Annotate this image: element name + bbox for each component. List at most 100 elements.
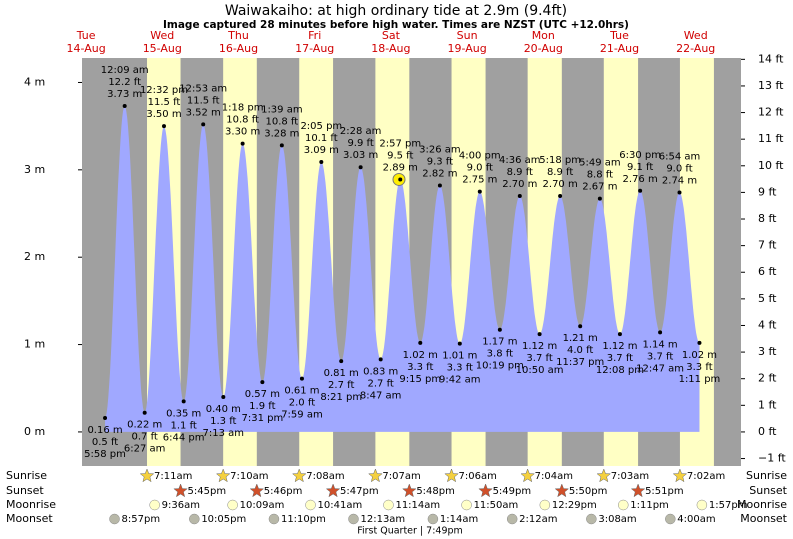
tide-label: 1.1 ft: [170, 420, 196, 431]
event-icon: [596, 468, 612, 483]
tide-point: [497, 327, 502, 332]
weekday-label: Thu: [227, 29, 249, 42]
y-tick-label: 0 m: [24, 425, 45, 438]
tide-label: 3.30 m: [225, 127, 260, 138]
tide-label: 1.02 m: [403, 350, 438, 361]
tide-label: 10.8 ft: [226, 115, 259, 126]
tide-label: 2:57 pm: [379, 138, 421, 149]
tide-label: 2:28 am: [340, 126, 382, 137]
tide-label: 1:18 pm: [222, 103, 264, 114]
row-label: Sunrise: [746, 469, 787, 482]
weekday-label: Sat: [382, 29, 401, 42]
tide-point: [161, 124, 166, 129]
tide-label: 1.9 ft: [249, 401, 275, 412]
event-time: 1:57pm: [709, 500, 748, 511]
event-icon: [348, 513, 359, 525]
tide-label: 0.16 m: [87, 425, 122, 436]
event-icon: [672, 468, 688, 483]
tide-label: 0.81 m: [324, 368, 359, 379]
tide-point: [617, 332, 622, 337]
y2-tick-label: 12 ft: [758, 106, 784, 119]
tide-label: 1.17 m: [482, 337, 517, 348]
tide-label: 0.61 m: [284, 386, 319, 397]
tide-label: 2.0 ft: [289, 398, 315, 409]
event-time: 8:57pm: [122, 514, 161, 525]
y-tick-label: 3 m: [24, 163, 45, 176]
tide-label: 9.0 ft: [467, 163, 493, 174]
tide-point: [142, 410, 147, 415]
tide-point: [437, 183, 442, 188]
y2-tick-label: 7 ft: [758, 239, 777, 252]
row-label: Moonrise: [6, 498, 56, 511]
tide-point: [578, 324, 583, 329]
y-tick-label: 2 m: [24, 250, 45, 263]
weekday-label: Wed: [150, 29, 174, 42]
tide-label: 1.14 m: [642, 339, 677, 350]
event-time: 7:07am: [382, 471, 420, 482]
tide-label: 1.12 m: [522, 341, 557, 352]
date-label: 19-Aug: [447, 42, 486, 55]
tide-label: 1:39 am: [261, 104, 303, 115]
tide-point: [658, 330, 663, 335]
event-time: 11:10pm: [281, 514, 326, 525]
event-time: 5:47pm: [340, 486, 379, 497]
tide-label: 1.3 ft: [210, 416, 236, 427]
tide-point: [697, 340, 702, 345]
tide-label: 1:11 pm: [679, 374, 721, 385]
tide-label: 1.02 m: [682, 350, 717, 361]
tide-label: 0.5 ft: [92, 437, 118, 448]
event-time: 5:48pm: [416, 486, 455, 497]
event-icon: [249, 483, 265, 498]
tide-label: 5:58 pm: [84, 449, 126, 460]
tide-label: 1.01 m: [442, 351, 477, 362]
chart-title: Waiwakaiho: at high ordinary tide at 2.9…: [225, 3, 567, 19]
tide-label: 0.57 m: [245, 389, 280, 400]
event-time: 1:11pm: [630, 500, 669, 511]
y2-tick-label: 1 ft: [758, 398, 777, 411]
tide-point: [477, 189, 482, 194]
event-time: 7:08am: [306, 471, 344, 482]
tide-point: [378, 357, 383, 362]
tide-label: 2.70 m: [543, 179, 578, 190]
y-tick-label: 1 m: [24, 338, 45, 351]
event-time: 5:50pm: [569, 486, 608, 497]
date-label: 22-Aug: [676, 42, 715, 55]
tide-label: 10.1 ft: [305, 133, 338, 144]
tide-point: [319, 159, 324, 164]
tide-label: 2.7 ft: [328, 380, 354, 391]
tide-label: 8:21 pm: [320, 392, 362, 403]
weekday-label: Sun: [457, 29, 478, 42]
tide-label: 10:19 pm: [476, 361, 524, 372]
tide-label: 4:36 am: [499, 155, 541, 166]
event-icon: [539, 499, 551, 511]
tide-point: [339, 359, 344, 364]
y2-tick-label: −1 ft: [758, 452, 786, 465]
event-icon: [109, 513, 120, 525]
tide-point: [299, 376, 304, 381]
tide-label: 2.67 m: [582, 182, 617, 193]
row-label: Moonset: [740, 512, 787, 525]
tide-label: 5:18 pm: [539, 155, 581, 166]
tide-label: 6:30 pm: [619, 150, 661, 161]
event-icon: [444, 468, 459, 483]
tide-label: 7:59 am: [281, 410, 323, 421]
moon-phase: First Quarter | 7:49pm: [357, 526, 463, 537]
event-time: 5:45pm: [188, 486, 227, 497]
tide-label: 3.3 ft: [447, 363, 473, 374]
y2-tick-label: 10 ft: [758, 159, 784, 172]
y2-tick-label: 2 ft: [758, 372, 777, 385]
tide-label: 9.9 ft: [347, 138, 373, 149]
tide-label: 0.35 m: [166, 408, 201, 419]
tide-point: [279, 143, 284, 148]
y2-tick-label: 4 ft: [758, 318, 777, 331]
event-time: 5:51pm: [645, 486, 684, 497]
y2-tick-label: 6 ft: [758, 265, 777, 278]
event-time: 12:13am: [360, 514, 405, 525]
y2-tick-label: 13 ft: [758, 79, 784, 92]
tide-label: 9:42 am: [439, 375, 481, 386]
tide-point: [181, 399, 186, 404]
y2-tick-label: 5 ft: [758, 292, 777, 305]
event-icon: [189, 513, 200, 525]
tide-label: 6:44 pm: [163, 432, 205, 443]
tide-point: [457, 341, 462, 346]
